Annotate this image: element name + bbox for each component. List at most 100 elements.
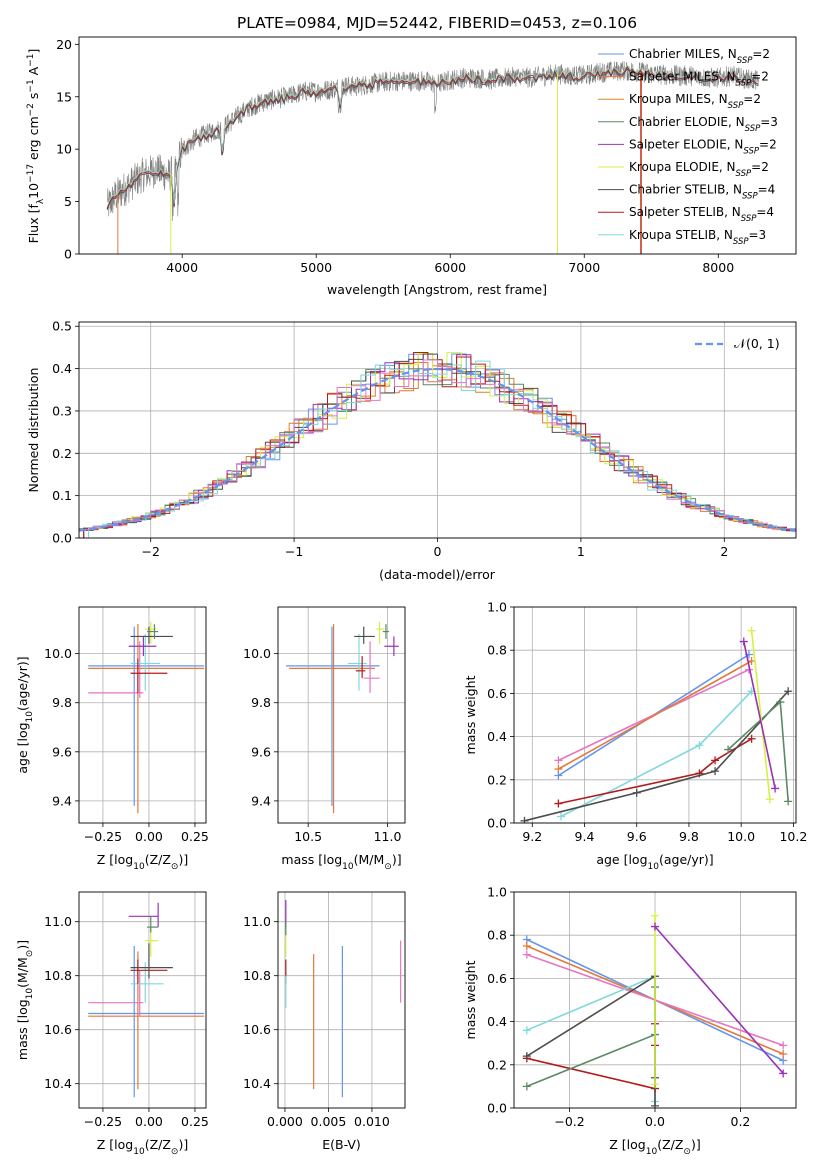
label-part: age [log — [596, 852, 647, 867]
x-tick-label: 8000 — [702, 260, 734, 275]
y-axis-label: mass weight — [463, 960, 478, 1039]
y-tick-label: 0.4 — [52, 361, 72, 376]
mass-weight-line — [558, 660, 752, 770]
legend-entry: 𝒩(0, 1) — [734, 336, 780, 351]
plus-marker — [771, 784, 780, 793]
x-tick-label: −1 — [285, 544, 303, 559]
figure-title: PLATE=0984, MJD=52442, FIBERID=0453, z=0… — [237, 14, 637, 32]
residual-histogram — [79, 359, 796, 538]
x-tick-label: 0.005 — [311, 1114, 347, 1129]
mass-weight-line — [750, 630, 771, 800]
x-tick-label: −0.25 — [84, 829, 122, 844]
y-tick-label: 9.8 — [52, 695, 72, 710]
axes-frame — [277, 606, 406, 824]
legend-subscript: SSP — [742, 192, 758, 202]
mass-weight-line — [743, 641, 776, 789]
label-part: 10 — [26, 183, 41, 199]
label-part: 10 — [25, 988, 35, 1000]
plot-content — [88, 621, 205, 814]
label-part: )] — [392, 852, 402, 867]
label-part: )] — [178, 1137, 188, 1152]
plus-marker — [557, 812, 565, 821]
plus-marker — [779, 1041, 788, 1050]
plus-marker — [554, 799, 563, 808]
y-tick-label: 1.0 — [487, 600, 507, 615]
normal-distribution-curve — [79, 367, 796, 532]
y-tick-label: 0.8 — [487, 643, 507, 658]
plus-marker — [554, 756, 563, 765]
plus-marker — [779, 1069, 788, 1078]
y-tick-label: 10.4 — [243, 1076, 271, 1091]
plot-area — [278, 607, 405, 823]
x-axis-label: Z [log10(Z/Z⊙)] — [609, 1137, 700, 1157]
axes-frame — [78, 321, 797, 539]
y-tick-label: 1.0 — [487, 885, 507, 900]
y-tick-label: 0.6 — [487, 686, 507, 701]
y-tick-label: 10.6 — [44, 1022, 72, 1037]
y-tick-label: 10 — [56, 142, 72, 157]
model-spectrum-line — [106, 66, 759, 209]
y-tick-label: 10.0 — [243, 646, 271, 661]
y-tick-label: 5 — [64, 194, 72, 209]
x-tick-label: 6000 — [434, 260, 466, 275]
label-part: λ — [36, 198, 46, 204]
label-part: Flux [f — [26, 204, 41, 244]
y-tick-label: 10.4 — [44, 1076, 72, 1091]
legend-suffix: =2 — [751, 160, 769, 174]
legend-suffix: =2 — [752, 47, 770, 61]
x-tick-label: 0.2 — [731, 1114, 751, 1129]
plot-content — [79, 352, 796, 538]
plus-marker — [711, 756, 720, 765]
label-part: )] — [178, 852, 188, 867]
y-tick-label: 9.6 — [52, 744, 72, 759]
plot-content — [520, 626, 793, 823]
x-tick-label: 7000 — [568, 260, 600, 275]
y-tick-label: 11.0 — [44, 914, 72, 929]
plot-content — [285, 900, 402, 1098]
x-tick-label: 11.0 — [374, 829, 402, 844]
mass-weight-line — [524, 690, 789, 822]
x-tick-label: 0.0 — [645, 1114, 665, 1129]
x-axis-label: Z [log10(Z/Z⊙)] — [97, 852, 188, 872]
x-tick-label: 9.4 — [575, 829, 595, 844]
mass-vs-ebv-panel: 0.000 0.005 0.010 10.4 10.6 10.8 11.0 E(B-V) — [243, 891, 406, 1152]
y-tick-label: 20 — [56, 37, 72, 52]
y-tick-label: 10.0 — [44, 646, 72, 661]
plus-marker — [765, 795, 774, 804]
plot-content — [522, 911, 788, 1108]
y-tick-label: 10.8 — [44, 968, 72, 983]
grid-lines — [278, 607, 405, 823]
y-tick-label: 0.0 — [487, 1101, 507, 1116]
label-part: (Z/Z — [145, 1137, 171, 1152]
y-tick-label: 15 — [56, 89, 72, 104]
label-part: erg cm — [26, 116, 41, 164]
legend-subscript: SSP — [743, 146, 759, 156]
residual-legend: 𝒩(0, 1) — [695, 336, 780, 351]
y-tick-label: 0.1 — [52, 488, 72, 503]
label-part: ⊙ — [683, 1147, 691, 1157]
label-part: )] — [691, 1137, 701, 1152]
plot-area — [79, 892, 206, 1108]
label-part: age [log — [15, 722, 30, 773]
plus-marker — [776, 698, 785, 707]
x-tick-label: 5000 — [300, 260, 332, 275]
y-tick-label: 0.8 — [487, 928, 507, 943]
label-part: (M/M — [15, 957, 30, 988]
x-tick-label: 0.00 — [135, 1114, 163, 1129]
x-axis-label: E(B-V) — [322, 1137, 361, 1152]
label-part: )] — [15, 940, 30, 950]
label-part: ⊙ — [384, 862, 392, 872]
plus-marker — [779, 1050, 788, 1058]
x-axis-label: Z [log10(Z/Z⊙)] — [97, 1137, 188, 1157]
label-part: −2 — [26, 103, 36, 116]
label-part: 10 — [646, 1147, 658, 1157]
label-part: s — [26, 93, 41, 104]
label-part: Z [log — [609, 1137, 645, 1152]
y-tick-label: 0.0 — [52, 531, 72, 546]
y-tick-label: 0.3 — [52, 403, 72, 418]
plot-content — [285, 621, 399, 814]
x-axis-label: age [log10(age/yr)] — [596, 852, 713, 872]
plus-marker — [711, 767, 720, 776]
x-tick-label: 4000 — [166, 260, 198, 275]
plus-marker — [522, 1026, 531, 1035]
